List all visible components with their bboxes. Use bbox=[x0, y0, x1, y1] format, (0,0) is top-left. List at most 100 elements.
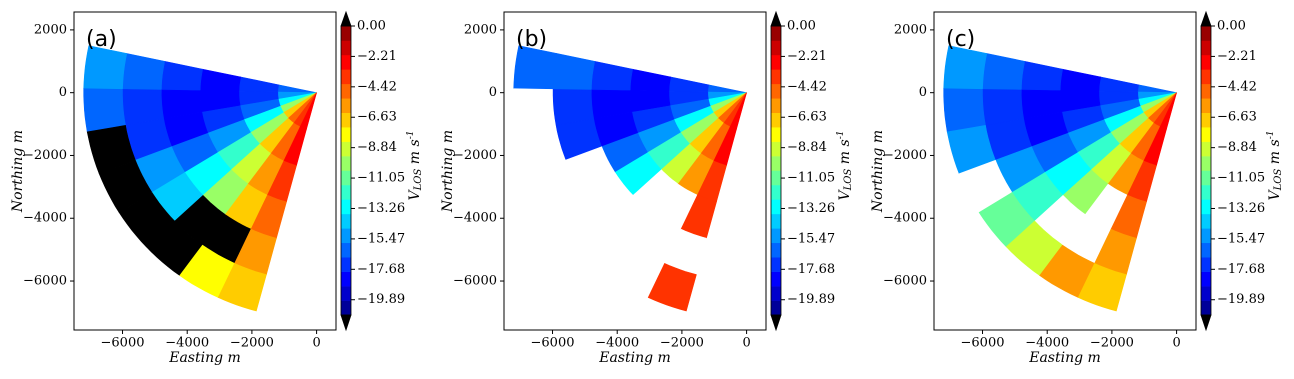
colorbar-tick-label: −2.21 bbox=[787, 49, 827, 64]
x-axis-label: Easting m bbox=[598, 350, 671, 366]
label-sub: LOS bbox=[413, 169, 424, 192]
colorbar-tick-label: −2.21 bbox=[357, 49, 397, 64]
colorbar-band bbox=[771, 26, 781, 41]
colorbar-tick-label: −4.42 bbox=[787, 79, 827, 94]
colorbar-band bbox=[1201, 286, 1211, 301]
colorbar-band bbox=[341, 26, 351, 41]
x-tick-label: 0 bbox=[312, 336, 320, 351]
colorbar-band bbox=[1201, 26, 1211, 41]
colorbar-band bbox=[341, 112, 351, 128]
y-tick-label: −6000 bbox=[883, 274, 927, 289]
colorbar-band bbox=[771, 213, 781, 229]
y-tick-label: −2000 bbox=[453, 148, 497, 163]
x-tick-label: 0 bbox=[742, 336, 750, 351]
x-tick-label: −4000 bbox=[595, 336, 639, 351]
colorbar-tick-label: −2.21 bbox=[1217, 49, 1257, 64]
colorbar-band bbox=[341, 242, 351, 258]
colorbar-band bbox=[1201, 170, 1211, 186]
cell bbox=[707, 84, 747, 93]
colorbar-tick-label: −15.47 bbox=[357, 231, 405, 246]
panel-label: (b) bbox=[516, 27, 547, 52]
y-tick-label: −4000 bbox=[453, 211, 497, 226]
colorbar-frame bbox=[340, 25, 352, 316]
colorbar-tick-label: −15.47 bbox=[1217, 231, 1265, 246]
colorbar-label: VLOS m s-1 bbox=[406, 131, 424, 201]
colorbar-tick-label: −11.05 bbox=[787, 171, 835, 186]
colorbar-tick-label: −17.68 bbox=[357, 262, 405, 277]
colorbar-tick-label: 0.00 bbox=[1217, 19, 1246, 34]
label-unit: m s bbox=[407, 139, 423, 168]
colorbar-tick-label: −17.68 bbox=[1217, 262, 1265, 277]
colorbar-band bbox=[341, 83, 351, 99]
y-tick-label: −4000 bbox=[23, 211, 67, 226]
cell bbox=[161, 60, 204, 92]
colorbar-band bbox=[771, 286, 781, 301]
field bbox=[943, 45, 1177, 312]
axes-frame bbox=[503, 11, 767, 331]
colorbar-tick-label: −8.84 bbox=[357, 140, 397, 155]
colorbar-band bbox=[1201, 156, 1211, 171]
colorbar-band bbox=[1201, 300, 1211, 316]
cell bbox=[199, 68, 242, 92]
cell bbox=[217, 263, 267, 312]
label-sup: -1 bbox=[1266, 131, 1276, 140]
colorbar-band bbox=[1201, 83, 1211, 99]
colorbar-band bbox=[1201, 271, 1211, 287]
cell bbox=[668, 76, 709, 93]
cell bbox=[591, 60, 634, 92]
field bbox=[513, 45, 747, 312]
colorbar-band bbox=[1201, 199, 1211, 215]
x-tick-label: −2000 bbox=[660, 336, 704, 351]
axes-frame bbox=[73, 11, 337, 331]
x-axis-label: Easting m bbox=[168, 350, 241, 366]
colorbar-band bbox=[771, 54, 781, 70]
colorbar-band bbox=[341, 127, 351, 142]
colorbar-tick-label: 0.00 bbox=[357, 19, 386, 34]
colorbar-band bbox=[1201, 257, 1211, 272]
label-sub: LOS bbox=[1273, 169, 1284, 192]
cell bbox=[943, 45, 988, 90]
colorbar-label: VLOS m s-1 bbox=[1266, 131, 1284, 201]
cell bbox=[1077, 263, 1127, 312]
panel: −6000 −4000 −2000 0 2000 0 −2000 −4000 −6000 East… bbox=[870, 10, 1284, 366]
axes-frame bbox=[933, 11, 1197, 331]
label-main: V bbox=[407, 188, 423, 200]
colorbar-band bbox=[771, 156, 781, 171]
colorbar-band bbox=[771, 170, 781, 186]
colorbar-band bbox=[341, 228, 351, 244]
y-axis-label: Northing m bbox=[10, 130, 26, 213]
y-tick-label: −6000 bbox=[23, 274, 67, 289]
colorbar-band bbox=[341, 170, 351, 186]
colorbar-band bbox=[341, 257, 351, 272]
colorbar-tick-label: −8.84 bbox=[787, 140, 827, 155]
colorbar-band bbox=[1201, 228, 1211, 244]
colorbar-extend bbox=[770, 314, 782, 332]
y-tick-label: −2000 bbox=[23, 148, 67, 163]
panel-label: (c) bbox=[946, 27, 975, 52]
colorbar-band bbox=[341, 141, 351, 157]
label-sub: LOS bbox=[843, 169, 854, 192]
colorbar-band bbox=[771, 141, 781, 157]
colorbar-band bbox=[1201, 54, 1211, 70]
colorbar-band bbox=[341, 69, 351, 85]
label-sup: -1 bbox=[836, 131, 846, 140]
colorbar-band bbox=[771, 300, 781, 316]
y-tick-label: 0 bbox=[489, 85, 497, 100]
colorbar-band bbox=[1201, 112, 1211, 128]
colorbar-band bbox=[771, 40, 781, 56]
y-axis-label: Northing m bbox=[870, 130, 886, 213]
colorbar-band bbox=[771, 257, 781, 272]
cell bbox=[647, 263, 697, 312]
cell bbox=[629, 68, 672, 92]
x-axis-label: Easting m bbox=[1028, 350, 1101, 366]
x-tick-label: −6000 bbox=[101, 336, 145, 351]
colorbar-extend bbox=[340, 10, 352, 27]
colorbar-tick-label: −6.63 bbox=[787, 110, 827, 125]
colorbar-tick-label: −15.47 bbox=[787, 231, 835, 246]
colorbar-band bbox=[341, 286, 351, 301]
colorbar-extend bbox=[770, 10, 782, 27]
colorbar-band bbox=[341, 184, 351, 200]
cell bbox=[513, 88, 556, 133]
panel-label: (a) bbox=[86, 27, 117, 52]
y-tick-label: 0 bbox=[919, 85, 927, 100]
